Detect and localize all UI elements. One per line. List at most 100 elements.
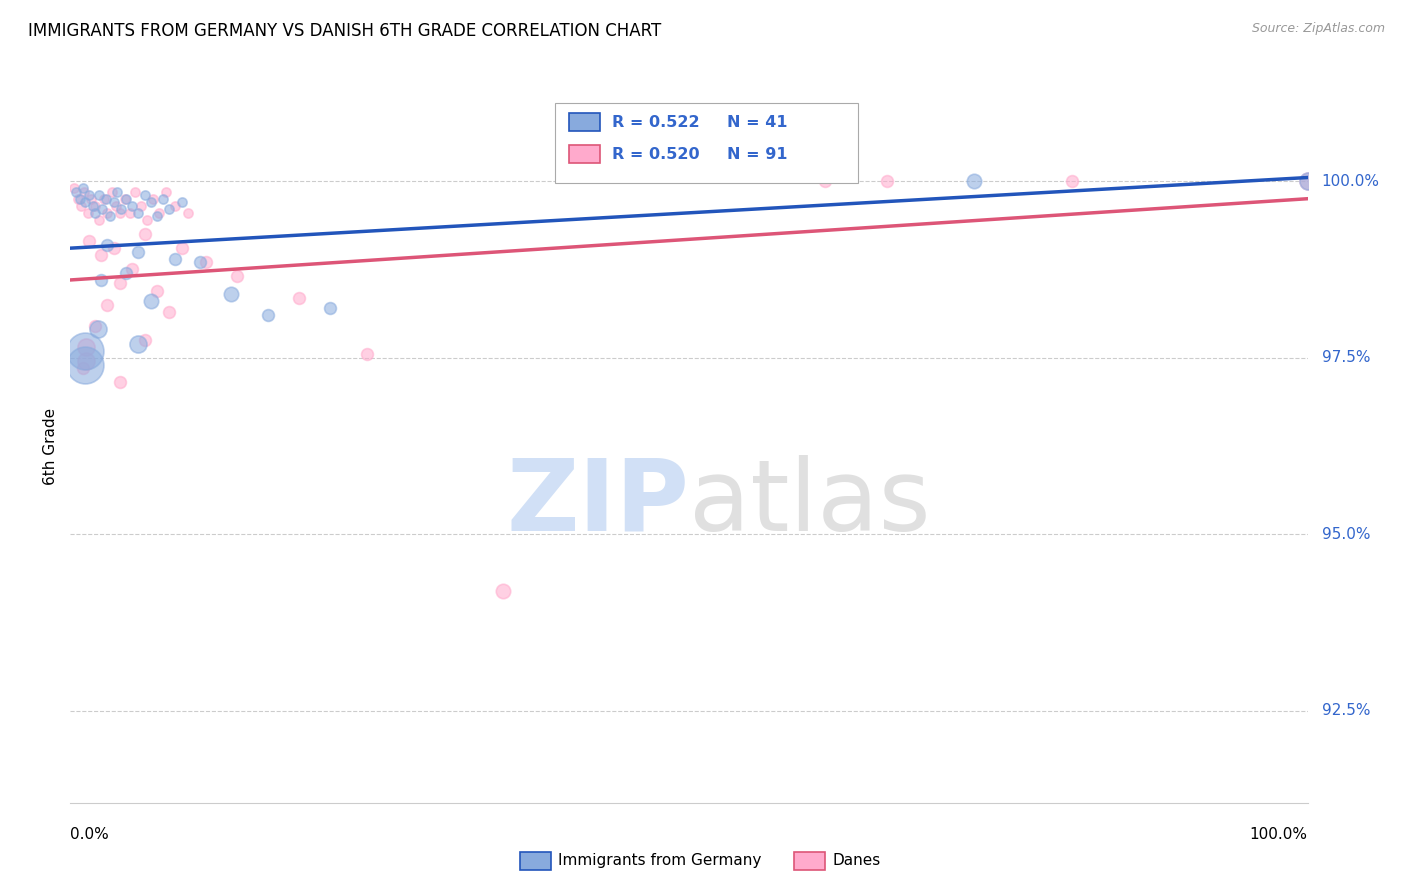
Point: [87, 188, 110, 202]
Point: [73, 185, 96, 199]
Text: N = 41: N = 41: [727, 115, 787, 129]
Point: [69, 192, 91, 206]
Point: [127, 244, 149, 259]
Point: [177, 206, 200, 220]
Text: 100.0%: 100.0%: [1250, 827, 1308, 841]
Text: Immigrants from Germany: Immigrants from Germany: [558, 854, 762, 868]
Point: [80, 192, 103, 206]
Point: [108, 376, 131, 390]
Point: [90, 273, 112, 287]
Text: IMMIGRANTS FROM GERMANY VS DANISH 6TH GRADE CORRELATION CHART: IMMIGRANTS FROM GERMANY VS DANISH 6TH GR…: [28, 22, 661, 40]
Point: [86, 322, 108, 336]
Point: [66, 192, 89, 206]
Point: [75, 340, 97, 354]
Point: [124, 185, 146, 199]
Point: [257, 308, 280, 322]
Text: Danes: Danes: [832, 854, 880, 868]
Point: [157, 305, 180, 319]
Point: [98, 210, 121, 224]
Point: [108, 206, 131, 220]
Point: [82, 199, 104, 213]
Text: R = 0.522: R = 0.522: [612, 115, 699, 129]
Point: [75, 354, 97, 368]
Text: 0.0%: 0.0%: [70, 827, 110, 841]
Point: [195, 255, 218, 269]
Point: [75, 195, 97, 210]
Point: [165, 252, 187, 266]
Point: [84, 199, 107, 213]
Point: [165, 199, 187, 213]
Point: [319, 301, 342, 316]
Point: [110, 202, 132, 217]
Point: [1062, 174, 1084, 188]
Point: [170, 195, 193, 210]
Point: [170, 241, 193, 255]
Point: [962, 174, 984, 188]
Point: [226, 269, 249, 284]
Point: [139, 195, 162, 210]
Point: [103, 195, 125, 210]
Text: ZIP: ZIP: [506, 455, 689, 551]
Point: [115, 266, 138, 280]
Point: [134, 227, 156, 241]
Point: [148, 206, 170, 220]
Point: [77, 234, 100, 248]
Text: atlas: atlas: [689, 455, 931, 551]
Point: [121, 199, 143, 213]
Point: [155, 185, 177, 199]
Point: [108, 277, 131, 291]
Point: [105, 199, 128, 213]
Point: [93, 192, 115, 206]
Point: [152, 192, 174, 206]
Point: [146, 284, 169, 298]
Point: [101, 185, 124, 199]
Text: 95.0%: 95.0%: [1322, 527, 1369, 541]
Point: [114, 192, 136, 206]
Text: N = 91: N = 91: [727, 147, 787, 161]
Point: [115, 192, 138, 206]
Point: [188, 255, 211, 269]
Point: [136, 213, 159, 227]
Text: 100.0%: 100.0%: [1322, 174, 1379, 188]
Point: [96, 298, 118, 312]
Point: [127, 336, 149, 351]
Text: 97.5%: 97.5%: [1322, 351, 1369, 365]
Point: [127, 206, 149, 220]
Point: [77, 188, 100, 202]
Point: [91, 202, 114, 217]
Point: [1296, 174, 1319, 188]
Point: [75, 343, 97, 358]
Point: [65, 185, 87, 199]
Y-axis label: 6th Grade: 6th Grade: [44, 408, 59, 484]
Point: [876, 174, 898, 188]
Point: [72, 361, 94, 376]
Point: [63, 181, 86, 195]
Point: [288, 291, 311, 305]
Point: [76, 206, 98, 220]
Point: [142, 192, 165, 206]
Point: [84, 318, 107, 333]
Point: [492, 583, 515, 598]
Point: [121, 262, 143, 277]
Point: [118, 206, 141, 220]
Point: [139, 294, 162, 309]
Point: [1296, 174, 1319, 188]
Point: [134, 333, 156, 347]
Point: [814, 174, 837, 188]
Point: [157, 202, 180, 217]
Text: 92.5%: 92.5%: [1322, 704, 1369, 718]
Point: [87, 213, 110, 227]
Point: [70, 199, 93, 213]
Point: [90, 248, 112, 262]
Point: [96, 237, 118, 252]
Text: R = 0.520: R = 0.520: [612, 147, 699, 161]
Point: [72, 181, 94, 195]
Point: [96, 206, 118, 220]
Point: [219, 287, 242, 301]
Text: Source: ZipAtlas.com: Source: ZipAtlas.com: [1251, 22, 1385, 36]
Point: [75, 358, 97, 372]
Point: [134, 188, 156, 202]
Point: [96, 192, 118, 206]
Point: [146, 210, 169, 224]
Point: [105, 185, 128, 199]
